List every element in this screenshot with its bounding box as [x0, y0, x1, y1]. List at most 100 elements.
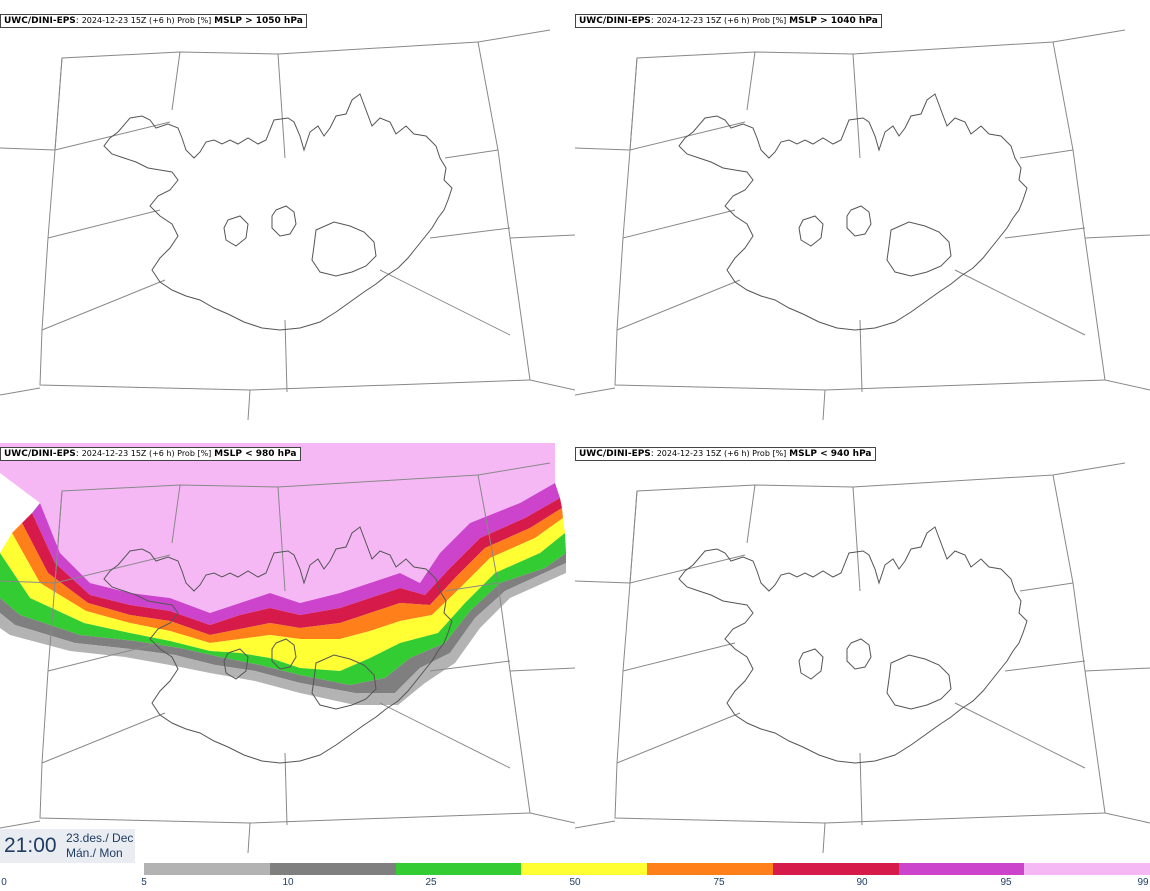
graticule-line — [1004, 227, 1086, 239]
graticule-line — [171, 484, 181, 544]
graticule-line — [1052, 474, 1106, 814]
probability-band — [0, 563, 566, 705]
colorbar-segment — [898, 863, 1025, 875]
graticule-line — [1084, 234, 1150, 239]
graticule-line — [477, 41, 531, 381]
glacier-outline — [223, 215, 249, 247]
glacier-outline — [311, 654, 377, 710]
graticule-line — [41, 712, 166, 764]
graticule-line — [171, 51, 181, 111]
iceland-coastline — [103, 526, 453, 764]
graticule-line — [429, 227, 511, 239]
graticule-line — [0, 147, 56, 151]
graticule-line — [284, 752, 288, 826]
graticule-line — [247, 389, 251, 421]
graticule-line — [1019, 582, 1074, 592]
graticule-line — [379, 702, 511, 769]
graticule-line — [954, 269, 1086, 336]
glacier-outline — [798, 215, 824, 247]
colorbar-tick-label: 95 — [1000, 877, 1012, 888]
graticule-line — [859, 752, 863, 826]
colorbar-segment — [521, 863, 647, 875]
graticule-line — [575, 387, 616, 396]
graticule-line — [852, 53, 861, 159]
probability-band — [32, 483, 560, 625]
graticule-line — [444, 149, 499, 159]
panel-title: UWC/DINI-EPS: 2024-12-23 15Z (+6 h) Prob… — [575, 14, 882, 28]
valid-time-clock: 21:00 — [4, 834, 57, 857]
graticule-line — [444, 582, 499, 592]
probability-band — [0, 518, 565, 671]
map-panel-mslp-gt-1040: UWC/DINI-EPS: 2024-12-23 15Z (+6 h) Prob… — [575, 10, 1150, 430]
graticule-line — [509, 234, 575, 239]
colorbar-tick-label: 75 — [713, 877, 725, 888]
glacier-outline — [846, 205, 872, 237]
colorbar-tick-label: 5 — [141, 877, 147, 888]
map-panel-mslp-lt-980: UWC/DINI-EPS: 2024-12-23 15Z (+6 h) Prob… — [0, 443, 575, 863]
graticule-line — [47, 209, 161, 239]
colorbar-segment — [647, 863, 773, 875]
glacier-outline — [886, 221, 952, 277]
iceland-coastline — [103, 93, 453, 331]
valid-date: 23.des./ Dec — [66, 831, 134, 845]
graticule-line — [616, 712, 741, 764]
colorbar-tick-label: 99 — [1137, 877, 1149, 888]
graticule-line — [1104, 812, 1150, 824]
glacier-outline — [886, 654, 952, 710]
graticule-line — [1004, 660, 1086, 672]
iceland-map — [0, 29, 575, 421]
graticule-line — [379, 269, 511, 336]
panel-title: UWC/DINI-EPS: 2024-12-23 15Z (+6 h) Prob… — [0, 14, 307, 28]
glacier-outline — [798, 648, 824, 680]
glacier-outline — [223, 648, 249, 680]
graticule-line — [0, 387, 41, 396]
graticule-line — [614, 57, 1106, 391]
valid-weekday: Mán./ Mon — [66, 846, 123, 860]
glacier-outline — [846, 638, 872, 670]
probability-band — [0, 533, 566, 685]
graticule-line — [0, 580, 56, 584]
graticule-line — [0, 820, 41, 829]
colorbar-tick-label: 90 — [856, 877, 868, 888]
graticule-line — [477, 474, 531, 814]
graticule-line — [616, 279, 741, 331]
probability-band — [22, 498, 562, 635]
graticule-line — [41, 279, 166, 331]
graticule-line — [277, 486, 286, 592]
probability-band — [0, 553, 566, 693]
colorbar-segment — [1024, 863, 1150, 875]
iceland-map — [575, 29, 1150, 421]
graticule-line — [277, 53, 286, 159]
glacier-outline — [271, 205, 297, 237]
valid-time-box: 21:00 23.des./ Dec Mán./ Mon — [0, 829, 135, 863]
graticule-line — [746, 484, 756, 544]
graticule-line — [575, 820, 616, 829]
graticule-line — [1019, 149, 1074, 159]
colorbar-tick-label: 50 — [569, 877, 581, 888]
graticule-line — [529, 812, 575, 824]
iceland-coastline — [678, 526, 1028, 764]
iceland-map — [0, 443, 575, 854]
graticule-line — [1084, 667, 1150, 672]
graticule-line — [746, 51, 756, 111]
iceland-map — [575, 462, 1150, 854]
colorbar-tick-label: 25 — [425, 877, 437, 888]
graticule-line — [1104, 379, 1150, 391]
graticule-line — [622, 642, 736, 672]
glacier-outline — [311, 221, 377, 277]
probability-band — [0, 443, 555, 613]
graticule-line — [509, 667, 575, 672]
glacier-outline — [271, 638, 297, 670]
graticule-line — [575, 147, 631, 151]
graticule-line — [852, 486, 861, 592]
graticule-line — [859, 319, 863, 393]
colorbar-segment — [772, 863, 899, 875]
graticule-line — [575, 580, 631, 584]
probability-colorbar — [144, 863, 1150, 875]
colorbar-segment — [269, 863, 396, 875]
graticule-line — [247, 822, 251, 854]
graticule-line — [954, 702, 1086, 769]
graticule-line — [429, 660, 511, 672]
probability-band — [12, 508, 563, 643]
iceland-coastline — [678, 93, 1028, 331]
